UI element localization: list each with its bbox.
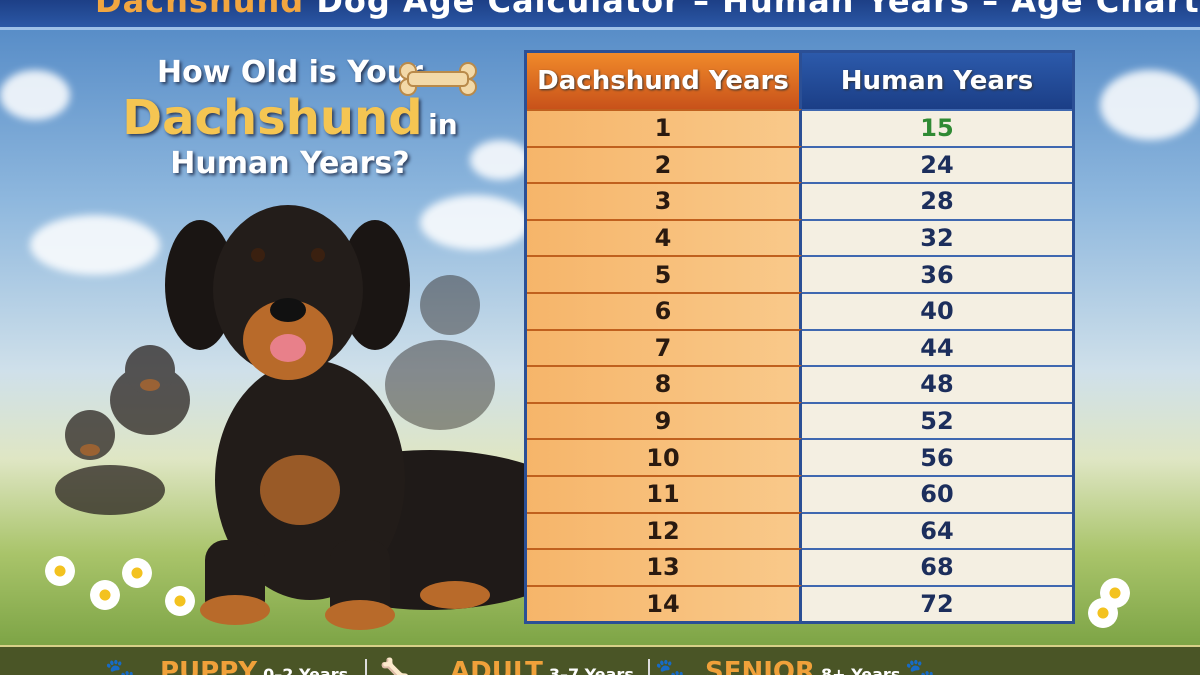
adult-dog-faded xyxy=(385,275,495,430)
title-banner: Dachshund Dog Age Calculator – Human Yea… xyxy=(0,0,1200,30)
cloud xyxy=(470,140,530,180)
dachshund-years-cell: 5 xyxy=(527,255,802,292)
human-years-cell: 48 xyxy=(802,365,1072,402)
human-years-cell: 24 xyxy=(802,145,1072,183)
human-years-cell: 40 xyxy=(802,291,1072,329)
cloud xyxy=(0,70,70,120)
puppy-illustrations xyxy=(55,345,190,515)
dachshund-illustration xyxy=(165,205,600,630)
human-years-cell: 52 xyxy=(802,401,1072,439)
column-header-human-years: Human Years xyxy=(802,53,1072,109)
headline: How Old is Your Dachshund in Human Years… xyxy=(122,55,458,181)
paw-icon: 🐾 xyxy=(905,657,935,675)
bone-icon: 🦴 xyxy=(380,657,410,675)
cloud xyxy=(1100,70,1200,140)
daisy-flower xyxy=(1088,598,1118,628)
age-chart-table: Dachshund Years Human Years 1 15 2 24 3 28 4 32… xyxy=(524,50,1075,624)
divider xyxy=(365,659,367,675)
human-years-cell: 60 xyxy=(802,474,1072,512)
dachshund-years-cell: 7 xyxy=(527,328,802,366)
column-header-dachshund-years: Dachshund Years xyxy=(527,53,802,109)
divider xyxy=(648,659,650,675)
human-years-cell: 68 xyxy=(802,548,1072,585)
stage-senior: SENIOR 8+ Years xyxy=(705,657,901,675)
cloud xyxy=(30,215,160,275)
human-years-cell: 72 xyxy=(802,584,1072,622)
dachshund-years-cell: 10 xyxy=(527,438,802,475)
dachshund-years-cell: 3 xyxy=(527,182,802,219)
dachshund-years-cell: 11 xyxy=(527,474,802,512)
human-years-cell: 44 xyxy=(802,328,1072,366)
dachshund-years-cell: 1 xyxy=(527,109,802,146)
human-years-cell: 36 xyxy=(802,255,1072,292)
page-title: Dachshund Dog Age Calculator – Human Yea… xyxy=(95,0,1200,20)
dachshund-years-cell: 9 xyxy=(527,401,802,439)
bone-icon xyxy=(399,62,477,96)
dachshund-years-cell: 4 xyxy=(527,218,802,256)
dachshund-years-cell: 12 xyxy=(527,511,802,549)
dachshund-years-cell: 14 xyxy=(527,584,802,622)
human-years-cell: 56 xyxy=(802,438,1072,475)
human-years-cell: 64 xyxy=(802,511,1072,549)
cloud xyxy=(420,195,530,250)
human-years-cell: 15 xyxy=(802,109,1072,146)
paw-icon: 🐾 xyxy=(655,657,685,675)
dachshund-years-cell: 6 xyxy=(527,291,802,329)
human-years-cell: 28 xyxy=(802,182,1072,219)
daisy-flower xyxy=(45,556,75,586)
daisy-flower xyxy=(165,586,195,616)
stage-puppy: PUPPY 0–2 Years xyxy=(160,657,349,675)
dachshund-years-cell: 8 xyxy=(527,365,802,402)
daisy-flower xyxy=(122,558,152,588)
daisy-flower xyxy=(90,580,120,610)
stage-adult: ADULT 3–7 Years xyxy=(450,657,634,675)
dachshund-years-cell: 13 xyxy=(527,548,802,585)
human-years-cell: 32 xyxy=(802,218,1072,256)
paw-icon: 🐾 xyxy=(105,657,135,675)
dachshund-years-cell: 2 xyxy=(527,145,802,183)
life-stages-bar: 🐾 PUPPY 0–2 Years 🦴 ADULT 3–7 Years 🐾 SENI… xyxy=(0,645,1200,675)
